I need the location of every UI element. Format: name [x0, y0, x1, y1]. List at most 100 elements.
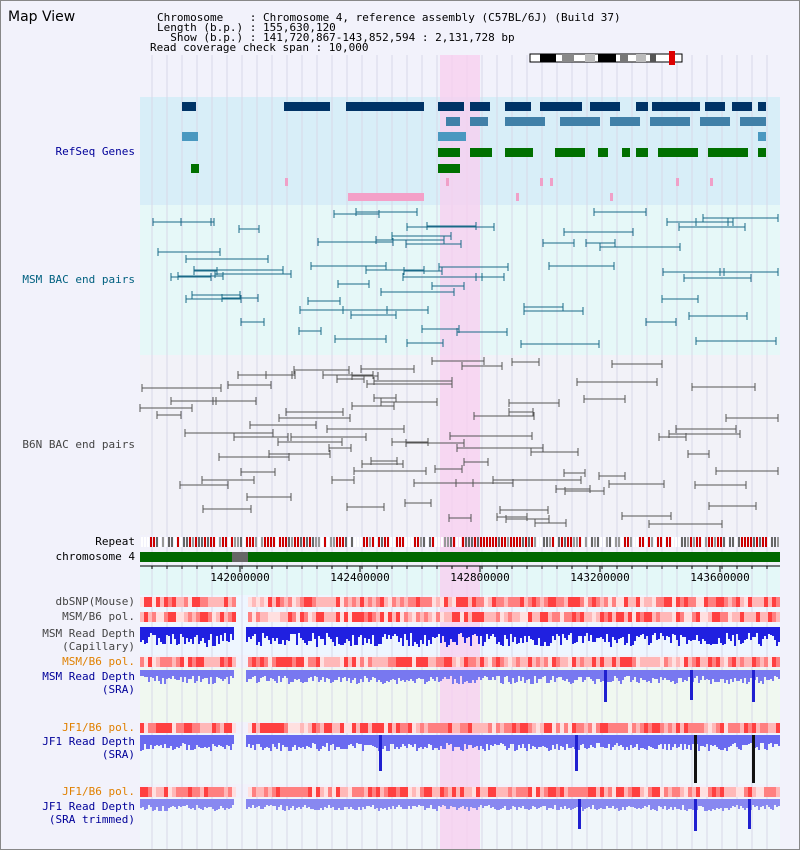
track-label-dbsnp[interactable]: dbSNP(Mouse) — [55, 595, 135, 608]
msm-sra-depth — [670, 670, 672, 682]
jf1-trim-depth — [364, 799, 366, 809]
jf1-trim-depth — [480, 799, 482, 805]
msm-pol2-cell — [636, 657, 640, 667]
jf1-pol-cell — [576, 723, 580, 733]
msm-cap-depth — [588, 627, 590, 641]
jf1-trim-depth — [528, 799, 530, 810]
jf1-trim-depth — [576, 799, 578, 807]
jf1-trim-depth — [572, 799, 574, 809]
b6n-bac-pairs[interactable] — [139, 357, 779, 528]
jf1-trim-depth — [210, 799, 212, 807]
repeat-element — [231, 537, 233, 547]
jf1-sra-depth — [418, 735, 420, 748]
repeat-element — [444, 537, 446, 547]
jf1-sra-depth — [388, 735, 390, 751]
repeat-element — [486, 537, 488, 547]
msm-cap-depth — [418, 627, 420, 647]
jf1-trim-depth — [534, 799, 536, 807]
highlight-region[interactable] — [440, 55, 480, 850]
msm-pol-cell — [684, 612, 688, 622]
msm-sra-depth — [480, 670, 482, 680]
track-label-msm-depth-sra[interactable]: MSM Read Depth — [42, 670, 135, 683]
jf1-trim-depth — [536, 799, 538, 809]
jf1-sra-depth — [548, 735, 550, 751]
msm-sra-depth — [758, 670, 760, 683]
msm-cap-depth — [360, 627, 362, 635]
msm-sra-depth — [200, 670, 202, 682]
msm-pol2-cell — [560, 657, 564, 667]
repeat-element — [612, 537, 614, 547]
jf1-trim-depth — [274, 799, 276, 806]
jf1-sra-depth — [630, 735, 632, 745]
jf1-trim-depth — [406, 799, 408, 809]
msm-cap-depth — [232, 627, 234, 640]
msm-pol2-cell — [296, 657, 300, 667]
track-label-repeat[interactable]: Repeat — [95, 535, 135, 548]
track-label-jf1-depth-sra[interactable]: JF1 Read Depth — [42, 735, 135, 748]
msm-sra-depth — [190, 670, 192, 679]
refseq-genes-glyphs[interactable] — [182, 102, 766, 201]
msm-sra-depth — [622, 670, 624, 680]
gene-glyph — [346, 102, 424, 111]
polymorphism-heat-tracks[interactable] — [140, 597, 780, 797]
msm-sra-depth — [546, 670, 548, 683]
track-label-msm-b6-pol[interactable]: MSM/B6 pol. — [62, 610, 135, 623]
msm-cap-depth — [208, 627, 210, 640]
msm-bac-pairs[interactable] — [152, 208, 779, 348]
jf1-sra-depth — [306, 735, 308, 746]
msm-sra-depth — [188, 670, 190, 679]
track-label-msm-depth-capillary[interactable]: MSM Read Depth — [42, 627, 135, 640]
dbsnp-cell — [424, 597, 428, 607]
msm-sra-depth — [296, 670, 298, 680]
track-label-chromosome[interactable]: chromosome 4 — [55, 550, 135, 563]
track-label-b6n-bac[interactable]: B6N BAC end pairs — [22, 438, 135, 451]
jf1-trim-depth — [464, 799, 466, 809]
dbsnp-cell — [524, 597, 528, 607]
jf1-sra-depth — [450, 735, 452, 744]
jf1-pol2-cell — [308, 787, 312, 797]
jf1-pol2-cell — [280, 787, 284, 797]
jf1-sra-depth — [536, 735, 538, 749]
repeat-track[interactable] — [141, 537, 779, 547]
jf1-sra-depth — [422, 735, 424, 749]
jf1-trim-depth — [144, 799, 146, 810]
track-label-msm-bac[interactable]: MSM BAC end pairs — [22, 273, 135, 286]
jf1-pol2-cell — [208, 787, 212, 797]
track-label-jf1-depth-trimmed[interactable]: JF1 Read Depth — [42, 800, 135, 813]
chromosome-bar[interactable] — [140, 552, 780, 562]
repeat-element — [480, 537, 482, 547]
repeat-element — [507, 537, 509, 547]
msm-sra-depth — [528, 670, 530, 679]
msm-sra-depth — [172, 670, 174, 676]
track-label-msm-b6-pol-2[interactable]: MSM/B6 pol. — [62, 655, 135, 668]
track-label-jf1-b6-pol[interactable]: JF1/B6 pol. — [62, 721, 135, 734]
jf1-sra-depth — [154, 735, 156, 746]
track-label-refseq[interactable]: RefSeq Genes — [55, 145, 135, 158]
gene-glyph — [622, 148, 630, 157]
msm-sra-depth — [536, 670, 538, 683]
read-depth-tracks[interactable] — [140, 627, 780, 831]
msm-cap-depth — [608, 627, 610, 642]
jf1-sra-depth — [458, 735, 460, 747]
jf1-pol-cell — [452, 723, 456, 733]
msm-sra-depth — [406, 670, 408, 680]
jf1-pol-cell — [248, 723, 252, 733]
msm-cap-depth — [728, 627, 730, 639]
msm-pol-cell — [172, 612, 176, 622]
track-label-jf1-b6-pol-2[interactable]: JF1/B6 pol. — [62, 785, 135, 798]
msm-pol2-cell — [612, 657, 616, 667]
repeat-element — [756, 537, 758, 547]
jf1-trim-depth — [190, 799, 192, 809]
jf1-trim-depth — [520, 799, 522, 808]
jf1-pol-cell — [196, 723, 200, 733]
jf1-pol2-cell — [756, 787, 760, 797]
msm-pol2-cell — [196, 657, 200, 667]
jf1-pol-cell — [384, 723, 388, 733]
jf1-trim-depth — [380, 799, 382, 808]
chromosome-ideogram[interactable] — [529, 51, 683, 65]
jf1-trim-depth — [634, 799, 636, 808]
msm-pol2-cell — [280, 657, 284, 667]
jf1-trim-depth — [434, 799, 436, 809]
jf1-pol2-cell — [560, 787, 564, 797]
